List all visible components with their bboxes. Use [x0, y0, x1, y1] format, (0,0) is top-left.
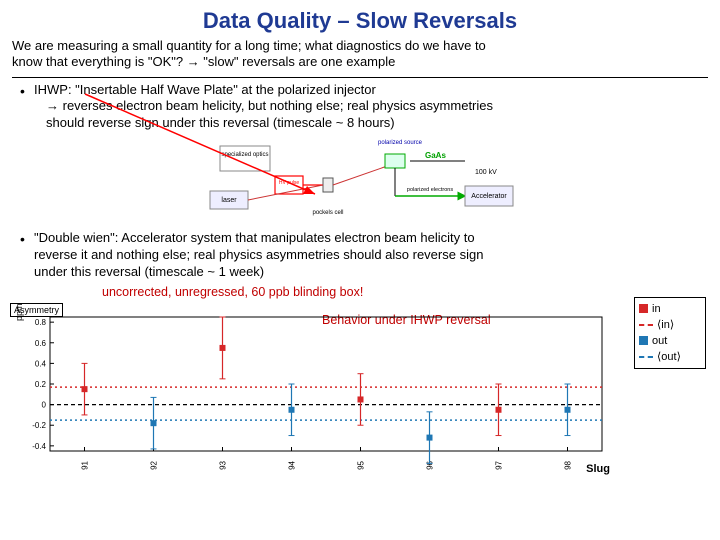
label-accel: Accelerator [471, 193, 507, 200]
svg-text:91: 91 [81, 460, 90, 469]
diagram-svg: specialized optics laser HV pulse pockel… [205, 136, 515, 226]
asymmetry-plot: Asymmetry ppm -0.4-0.200.20.40.60.891929… [12, 303, 612, 473]
chart-caption-1: uncorrected, unregressed, 60 ppb blindin… [102, 285, 363, 299]
bullet2-l1: "Double wien": Accelerator system that m… [34, 230, 475, 245]
asymmetry-chart-area: uncorrected, unregressed, 60 ppb blindin… [12, 285, 708, 475]
svg-text:97: 97 [495, 460, 504, 469]
svg-text:92: 92 [150, 460, 159, 469]
svg-text:-0.2: -0.2 [32, 421, 46, 430]
intro-line1: We are measuring a small quantity for a … [12, 38, 486, 53]
bullet1-l1: IHWP: "Insertable Half Wave Plate" at th… [34, 82, 376, 97]
svg-text:98: 98 [564, 460, 573, 469]
divider [12, 77, 708, 78]
injector-diagram: specialized optics laser HV pulse pockel… [205, 136, 515, 226]
legend-label-out: out [652, 335, 667, 347]
xlabel-slug: Slug [586, 463, 610, 475]
label-spec-optics: specialized optics [221, 152, 268, 158]
label-laser: laser [221, 197, 237, 204]
svg-text:0.6: 0.6 [35, 339, 47, 348]
svg-text:0.8: 0.8 [35, 318, 47, 327]
bullet1-l3: should reverse sign under this reversal … [34, 115, 395, 130]
legend-marker-out [639, 336, 648, 345]
svg-text:94: 94 [288, 460, 297, 469]
bullet2-l2: reverse it and nothing else; real physic… [34, 247, 483, 262]
bullet-ihwp: IHWP: "Insertable Half Wave Plate" at th… [20, 82, 708, 133]
label-pol-src: polarized source [378, 140, 423, 146]
legend-label-out-mean: ⟨out⟩ [657, 350, 681, 363]
svg-text:93: 93 [219, 460, 228, 469]
intro-text: We are measuring a small quantity for a … [12, 38, 708, 71]
legend-label-in-mean: ⟨in⟩ [657, 318, 674, 331]
bullet-wien: "Double wien": Accelerator system that m… [20, 230, 708, 281]
svg-text:0.4: 0.4 [35, 359, 47, 368]
legend-marker-out-mean [639, 356, 653, 358]
label-gaas: GaAs [425, 151, 446, 160]
bullet2-l3: under this reversal (timescale ~ 1 week) [34, 264, 264, 279]
svg-text:95: 95 [357, 460, 366, 469]
legend-marker-in [639, 304, 648, 313]
plot-svg: -0.4-0.200.20.40.60.89192939495969798 [12, 303, 612, 473]
plot-legend: in ⟨in⟩ out ⟨out⟩ [634, 297, 706, 369]
label-pockels: pockels cell [312, 210, 343, 216]
bullet1-l2: → reverses electron beam helicity, but n… [34, 98, 493, 113]
legend-label-in: in [652, 303, 661, 315]
legend-marker-in-mean [639, 324, 653, 326]
ppm-label: ppm [14, 303, 24, 321]
label-hv: HV pulse [279, 180, 300, 186]
intro-line2: know that everything is "OK"? → "slow" r… [12, 54, 395, 69]
label-pol-el: polarized electrons [407, 187, 453, 193]
label-kv: 100 kV [475, 169, 497, 176]
svg-text:0: 0 [42, 400, 47, 409]
svg-text:-0.4: -0.4 [32, 442, 46, 451]
svg-text:0.2: 0.2 [35, 380, 47, 389]
page-title: Data Quality – Slow Reversals [12, 8, 708, 34]
